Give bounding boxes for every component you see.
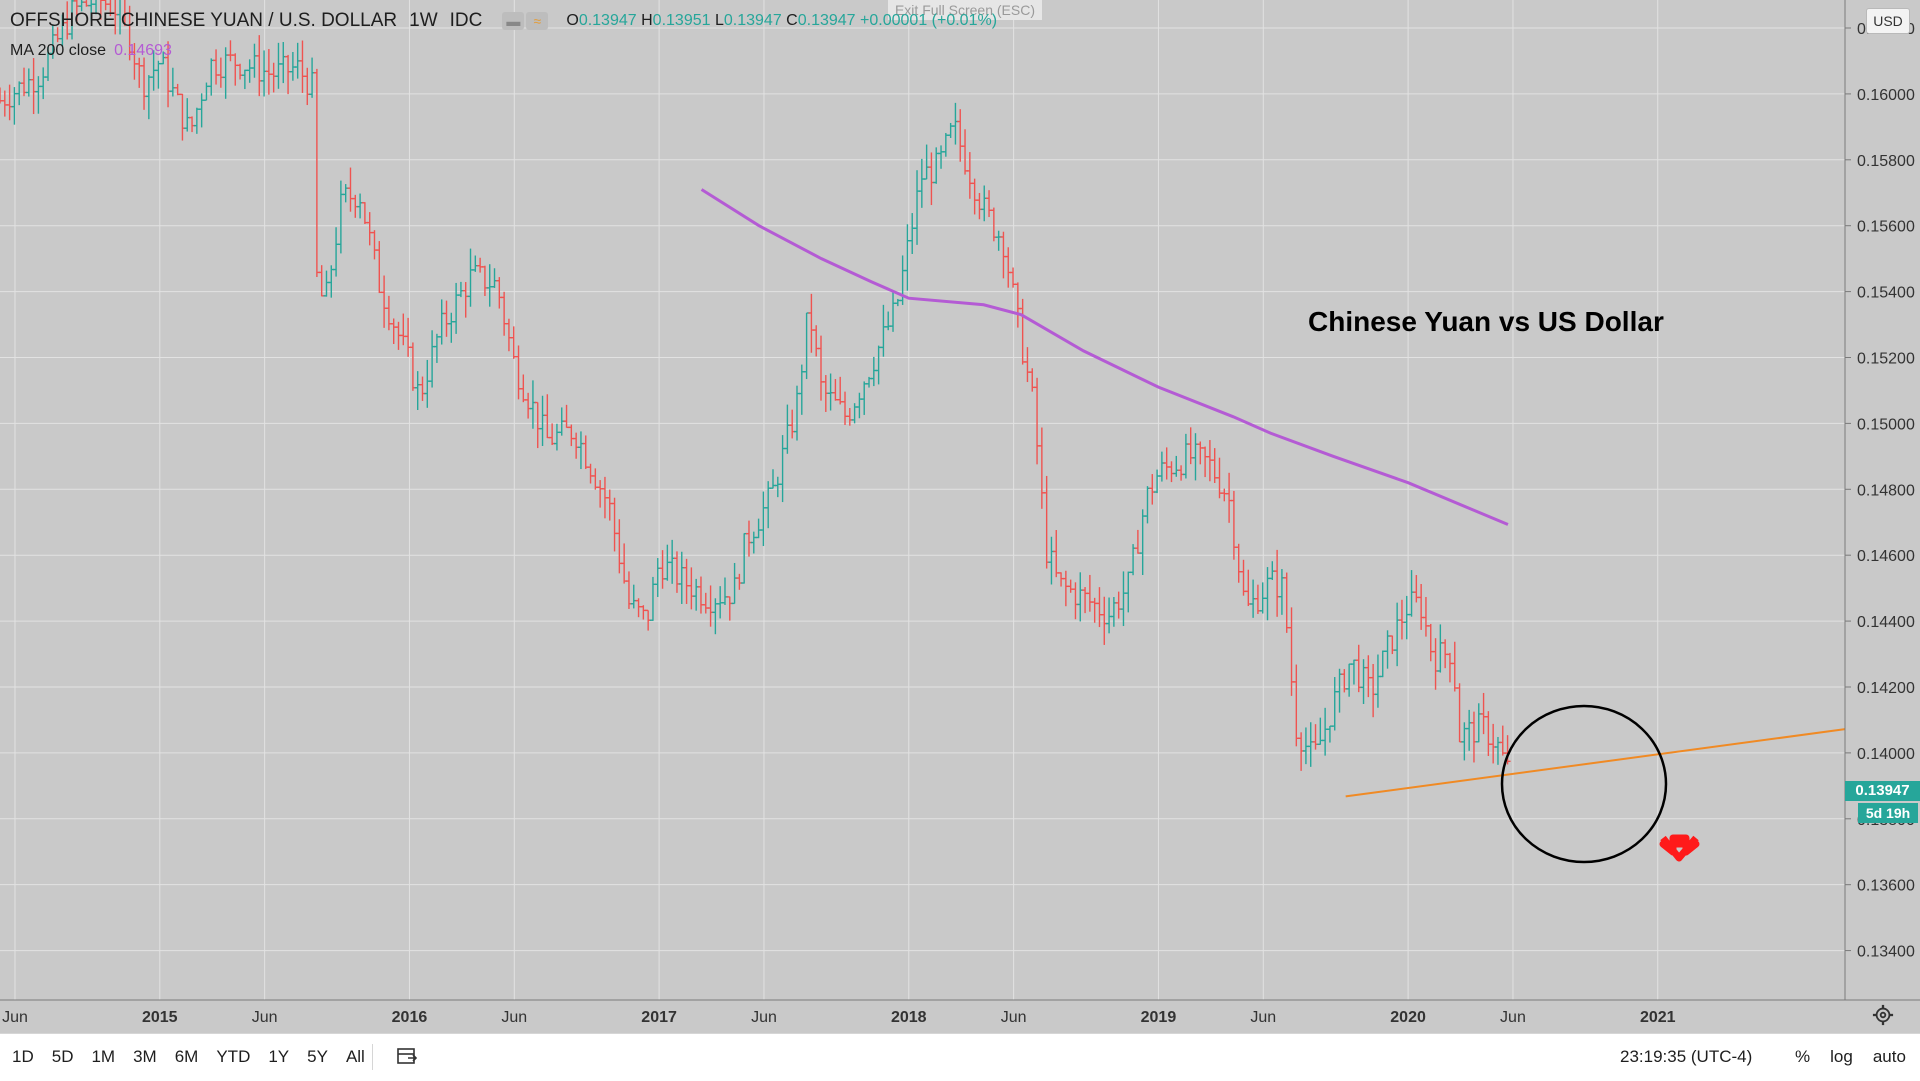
source-label: IDC xyxy=(449,10,483,31)
y-tick-label: 0.14200 xyxy=(1857,680,1915,697)
ohlc-bars xyxy=(0,0,1511,771)
x-tick-label: Jun xyxy=(252,1009,278,1026)
toolbar-separator xyxy=(372,1044,373,1070)
range-selector: 1D 5D 1M 3M 6M YTD 1Y 5Y All xyxy=(12,1047,365,1067)
support-trendline[interactable] xyxy=(1345,728,1846,798)
y-tick-label: 0.15400 xyxy=(1857,285,1915,302)
plot-area[interactable] xyxy=(0,0,1845,1000)
symbol-legend: OFFSHORE CHINESE YUAN / U.S. DOLLAR 1W I… xyxy=(10,10,997,32)
range-5y[interactable]: 5Y xyxy=(307,1047,328,1066)
ma-label: MA 200 close xyxy=(10,42,107,59)
exit-fullscreen-button[interactable]: Exit Full Screen (ESC) xyxy=(888,0,1042,20)
date-range-icon[interactable] xyxy=(396,1046,418,1066)
x-tick-label: Jun xyxy=(2,1009,28,1026)
x-tick-label: 2018 xyxy=(891,1009,927,1026)
range-1m[interactable]: 1M xyxy=(91,1047,116,1066)
bar-countdown-badge: 5d 19h xyxy=(1858,803,1918,823)
range-6m[interactable]: 6M xyxy=(174,1047,199,1066)
ohlc-bar xyxy=(117,0,121,35)
y-tick-label: 0.14400 xyxy=(1857,614,1915,631)
x-tick-label: 2019 xyxy=(1141,1009,1177,1026)
legend-controls: ▬ ≈ xyxy=(502,12,549,30)
gear-icon[interactable] xyxy=(1872,1004,1894,1026)
x-tick-label: Jun xyxy=(1001,1009,1027,1026)
y-tick-label: 0.15800 xyxy=(1857,153,1915,170)
down-arrow-icon[interactable] xyxy=(1659,834,1700,862)
y-tick-label: 0.15000 xyxy=(1857,416,1915,433)
range-ytd[interactable]: YTD xyxy=(216,1047,251,1066)
symbol-name[interactable]: OFFSHORE CHINESE YUAN / U.S. DOLLAR xyxy=(10,10,398,31)
y-tick-label: 0.13400 xyxy=(1857,944,1915,961)
y-tick-label: 0.15600 xyxy=(1857,219,1915,236)
x-tick-label: 2016 xyxy=(392,1009,428,1026)
x-tick-label: 2017 xyxy=(641,1009,677,1026)
auto-scale-toggle[interactable]: auto xyxy=(1872,1047,1906,1066)
y-tick-label: 0.14600 xyxy=(1857,548,1915,565)
circle-annotation[interactable] xyxy=(1500,704,1668,864)
bottom-toolbar: 1D 5D 1M 3M 6M YTD 1Y 5Y All 23:19:35 (U… xyxy=(0,1033,1920,1081)
y-tick-label: 0.15200 xyxy=(1857,350,1915,367)
x-tick-label: Jun xyxy=(1500,1009,1526,1026)
last-price-badge: 0.13947 xyxy=(1845,781,1920,801)
ohlc-bar xyxy=(93,0,97,15)
range-all[interactable]: All xyxy=(345,1047,365,1066)
range-5d[interactable]: 5D xyxy=(51,1047,74,1066)
compare-wave-icon[interactable]: ≈ xyxy=(526,12,549,30)
ma-200-line xyxy=(700,188,1509,526)
y-tick-label: 0.14800 xyxy=(1857,482,1915,499)
x-tick-label: 2020 xyxy=(1390,1009,1426,1026)
annotation-title[interactable]: Chinese Yuan vs US Dollar xyxy=(1308,306,1664,337)
clock-timezone[interactable]: 23:19:35 (UTC-4) xyxy=(1620,1047,1753,1066)
log-scale-toggle[interactable]: log xyxy=(1830,1047,1853,1066)
ma-value: 0.14693 xyxy=(114,42,172,59)
interval-label[interactable]: 1W xyxy=(409,10,438,31)
x-tick-label: Jun xyxy=(1250,1009,1276,1026)
x-tick-label: Jun xyxy=(501,1009,527,1026)
x-tick-label: Jun xyxy=(751,1009,777,1026)
ma-legend[interactable]: MA 200 close 0.14693 xyxy=(10,42,172,60)
currency-button[interactable]: USD xyxy=(1866,8,1910,34)
y-tick-label: 0.14000 xyxy=(1857,746,1915,763)
range-3m[interactable]: 3M xyxy=(133,1047,157,1066)
price-chart[interactable]: 0.134000.136000.138000.140000.142000.144… xyxy=(0,0,1920,1033)
range-1d[interactable]: 1D xyxy=(12,1047,34,1066)
y-tick-label: 0.16000 xyxy=(1857,87,1915,104)
time-axis[interactable]: Jun 2015 Jun 2016 Jun 2017 Jun 2018 Jun 2019 Jun 20… xyxy=(2,1009,1676,1026)
x-tick-label: 2015 xyxy=(142,1009,178,1026)
x-tick-label: 2021 xyxy=(1640,1009,1676,1026)
y-tick-label: 0.13600 xyxy=(1857,878,1915,895)
range-1y[interactable]: 1Y xyxy=(268,1047,290,1066)
ohlc-values: O0.13947 H0.13951 L0.13947 C0.13947 +0.0… xyxy=(566,12,998,29)
ohlc-bar xyxy=(1504,735,1511,765)
collapse-icon[interactable]: ▬ xyxy=(502,12,525,30)
percent-scale-toggle[interactable]: % xyxy=(1795,1047,1811,1066)
scale-options: % log auto xyxy=(1795,1047,1906,1067)
